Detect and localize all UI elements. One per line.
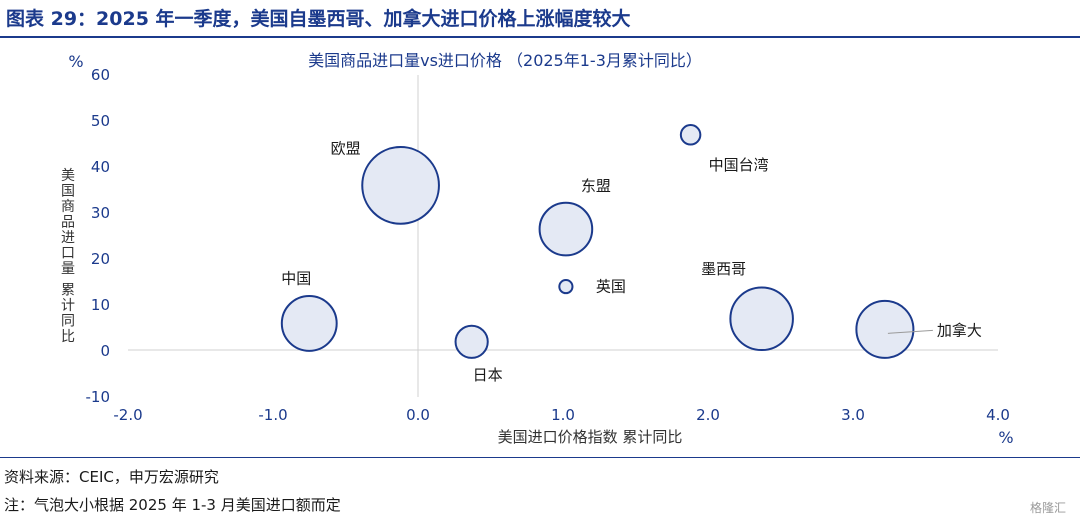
bubble-label: 加拿大 [937, 321, 982, 339]
figure-title: 图表 29：2025 年一季度，美国自墨西哥、加拿大进口价格上涨幅度较大 [6, 8, 631, 30]
bubble-label: 英国 [596, 278, 626, 296]
y-tick-label: 10 [91, 296, 110, 314]
bubble [679, 124, 702, 146]
y-tick-label: 50 [91, 112, 110, 130]
y-tick-label: 20 [91, 250, 110, 268]
bubble [454, 324, 489, 359]
bubble-label: 墨西哥 [701, 260, 746, 278]
x-tick-label: 1.0 [551, 406, 575, 424]
title-divider [0, 36, 1080, 38]
bubble [855, 299, 915, 359]
x-tick-label: -2.0 [113, 406, 142, 424]
bubble-size-note: 注：气泡大小根据 2025 年 1-3 月美国进口额而定 [4, 496, 341, 514]
bubble-label: 中国台湾 [709, 156, 769, 174]
bubble [280, 294, 338, 352]
bubble [538, 201, 594, 257]
chart-title: 美国商品进口量vs进口价格 （2025年1-3月累计同比） [308, 51, 702, 70]
y-tick-label: 40 [91, 158, 110, 176]
bubble-label: 中国 [281, 269, 311, 287]
y-tick-label: 0 [100, 342, 110, 360]
y-axis-label: 美国商品进口量累计同比 [61, 168, 75, 345]
y-unit-label: % [68, 52, 83, 71]
bubble-chart: 美国商品进口量vs进口价格 （2025年1-3月累计同比） % % 美国进口价格… [61, 51, 1014, 447]
x-tick-label: 2.0 [696, 406, 720, 424]
label-leader-line [887, 329, 933, 334]
bubble-label: 东盟 [581, 177, 611, 195]
x-tick-label: 0.0 [406, 406, 430, 424]
x-tick-label: 3.0 [841, 406, 865, 424]
x-tick-label: 4.0 [986, 406, 1010, 424]
bubble [558, 279, 574, 295]
source-note: 资料来源：CEIC，申万宏源研究 [4, 468, 219, 486]
y-tick-label: 60 [91, 66, 110, 84]
x-tick-label: -1.0 [258, 406, 287, 424]
x-axis-label: 美国进口价格指数 累计同比 [498, 428, 683, 446]
watermark: 格隆汇 [1029, 501, 1066, 515]
y-tick-label: -10 [86, 388, 111, 406]
bubble-label: 日本 [473, 366, 503, 384]
y-tick-label: 30 [91, 204, 110, 222]
bubble-label: 欧盟 [331, 139, 361, 157]
footer-divider [0, 457, 1080, 458]
bubble [729, 286, 794, 352]
bubble [361, 146, 440, 225]
x-unit-label: % [998, 428, 1013, 447]
